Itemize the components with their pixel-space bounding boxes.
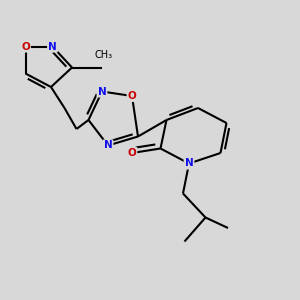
Text: O: O: [128, 148, 136, 158]
Text: N: N: [48, 41, 57, 52]
Text: O: O: [21, 41, 30, 52]
Text: CH₃: CH₃: [94, 50, 112, 60]
Text: N: N: [98, 86, 106, 97]
Text: N: N: [184, 158, 194, 169]
Text: N: N: [103, 140, 112, 151]
Text: O: O: [128, 91, 136, 101]
